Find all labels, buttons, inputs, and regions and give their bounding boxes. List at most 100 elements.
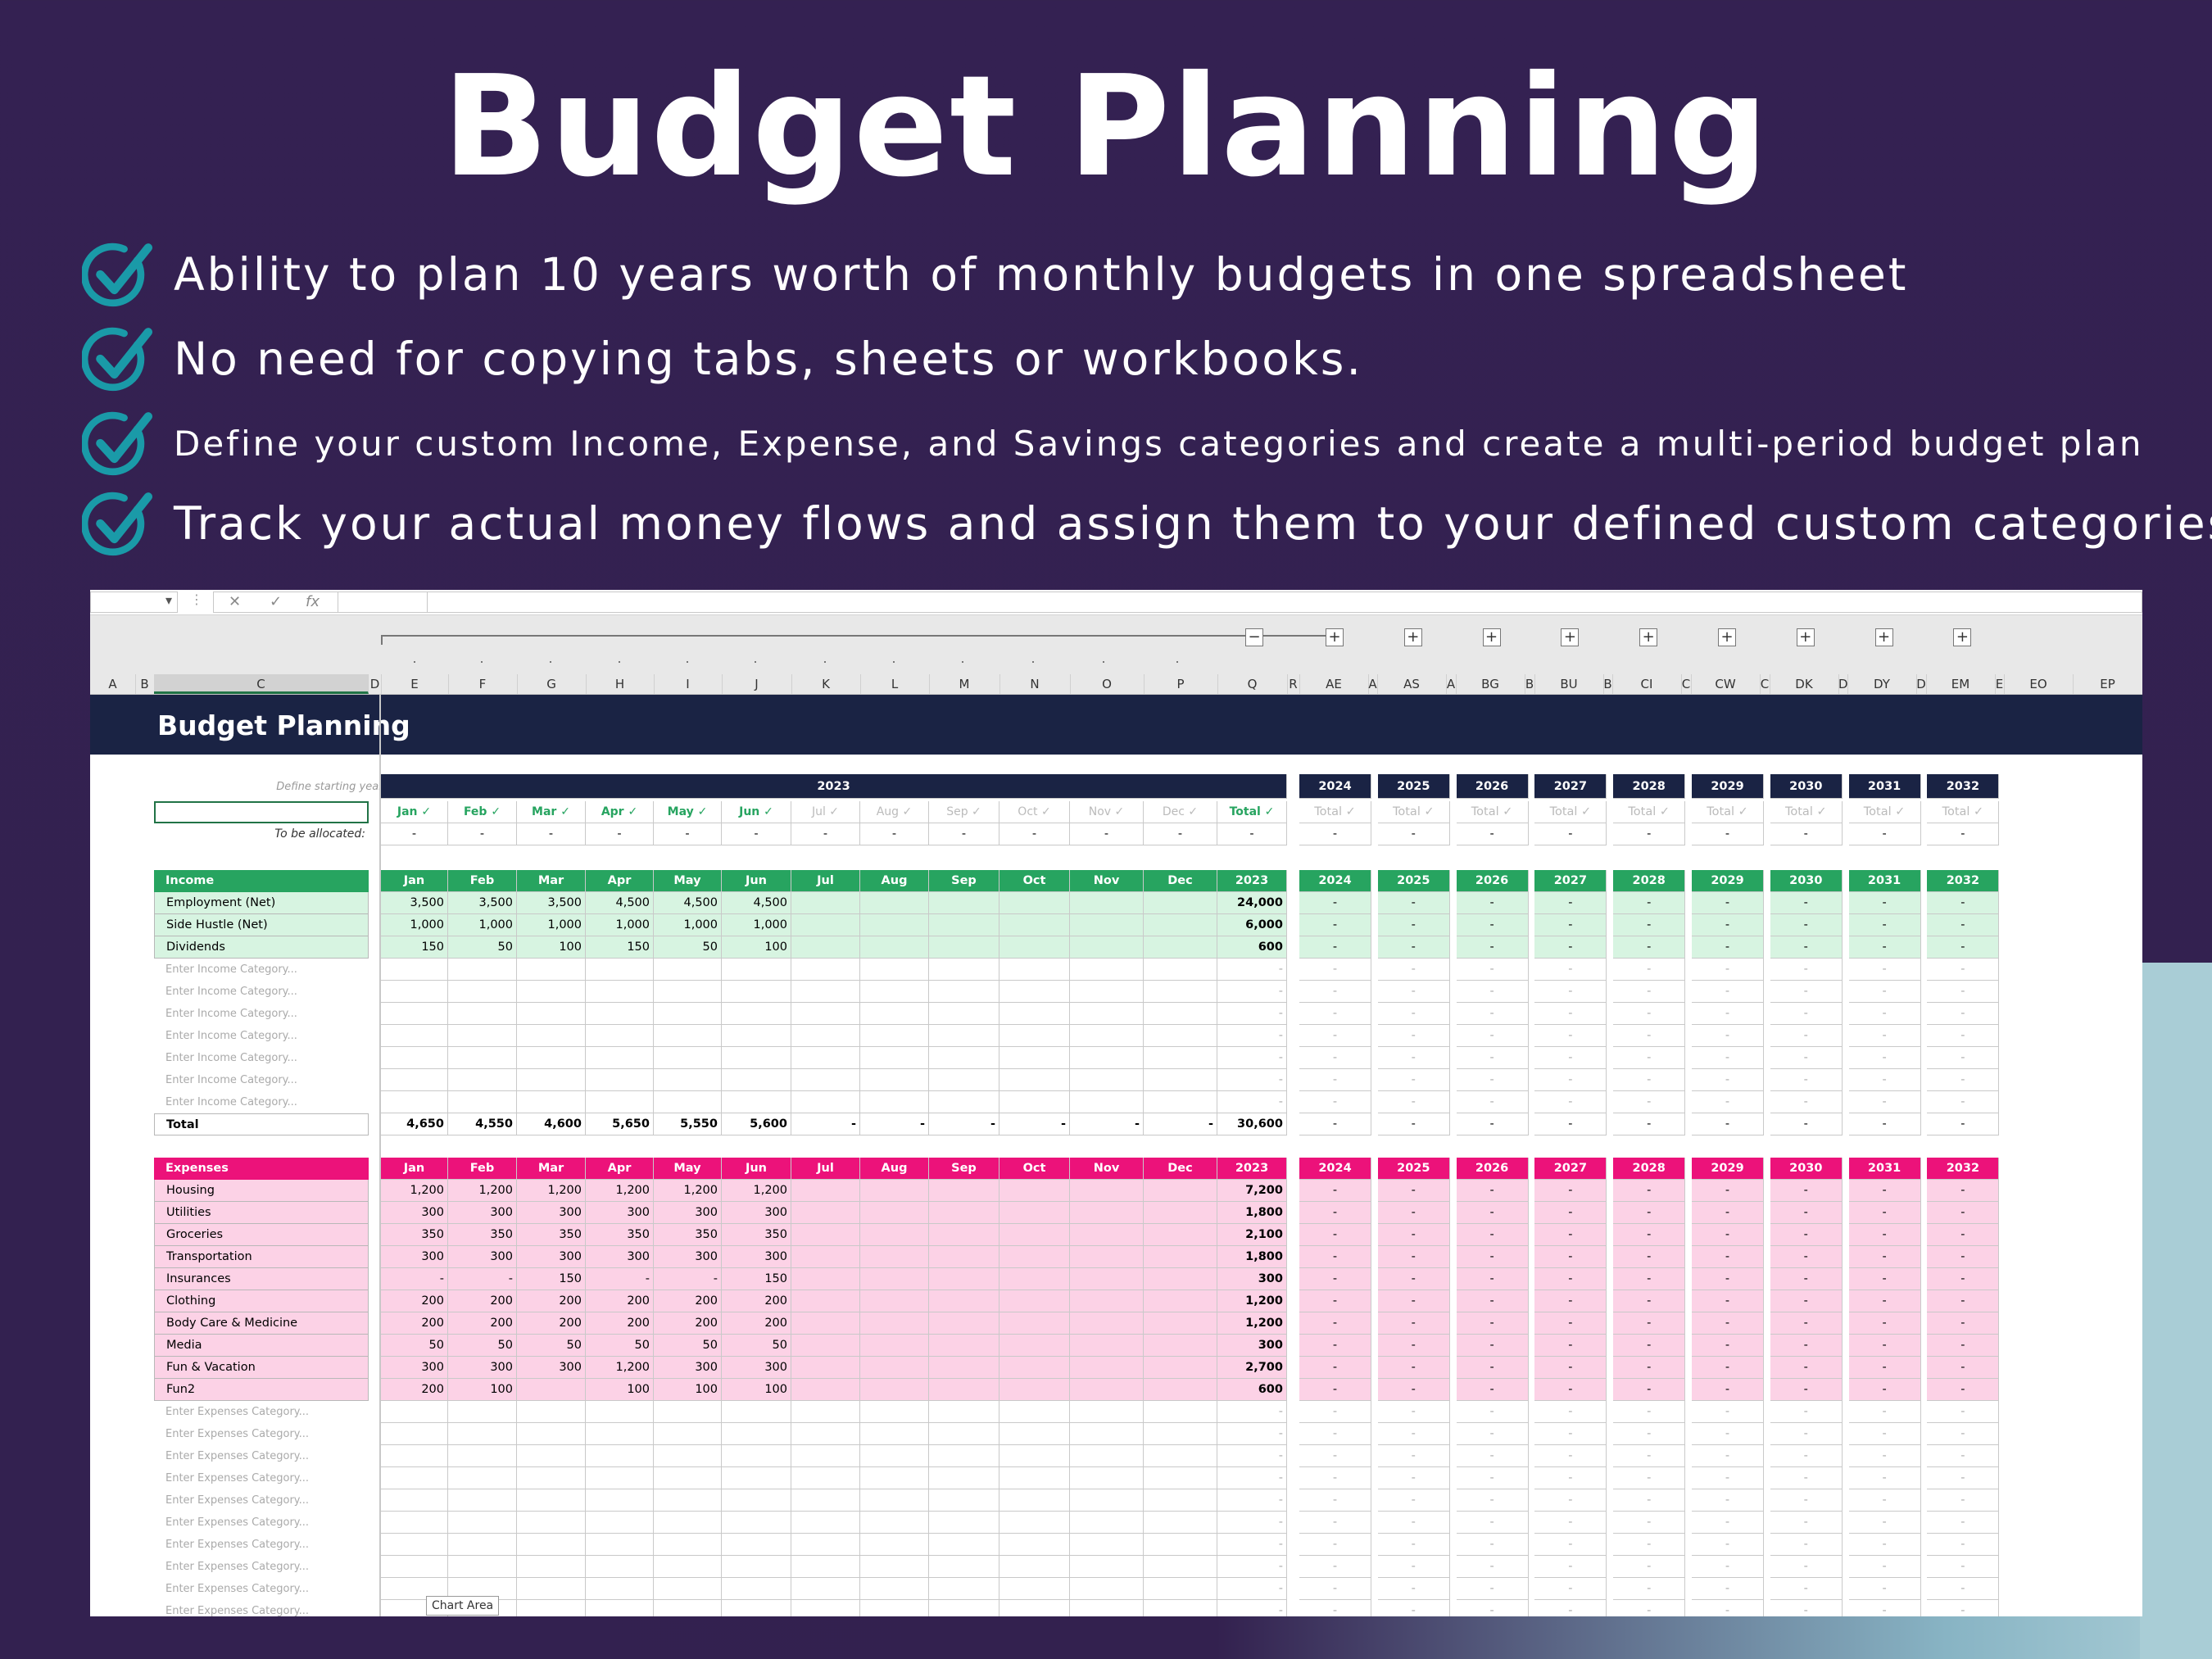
value-cell[interactable]: 300 xyxy=(448,1357,517,1379)
year-value-cell[interactable]: - xyxy=(1613,892,1686,914)
value-cell[interactable] xyxy=(448,1047,517,1069)
value-cell[interactable]: - xyxy=(1217,1401,1287,1423)
year-value-cell[interactable]: - xyxy=(1692,1357,1764,1379)
value-cell[interactable] xyxy=(860,1335,929,1357)
value-cell[interactable] xyxy=(791,892,860,914)
expenses-placeholder-label[interactable]: Enter Expenses Category... xyxy=(165,1539,310,1551)
value-cell[interactable]: 1,200 xyxy=(722,1180,791,1202)
year-value-cell[interactable]: - xyxy=(1692,892,1764,914)
year-value-cell[interactable]: - xyxy=(1770,1290,1843,1312)
year-value-cell[interactable]: - xyxy=(1299,1312,1371,1335)
expand-group-button[interactable]: + xyxy=(1953,628,1972,646)
year-value-cell[interactable]: - xyxy=(1613,1069,1686,1091)
year-value-cell[interactable]: - xyxy=(1927,1578,2000,1600)
value-cell[interactable]: 50 xyxy=(448,936,517,959)
year-value-cell[interactable]: - xyxy=(1456,1489,1529,1512)
year-value-cell[interactable]: - xyxy=(1534,936,1607,959)
expand-group-button[interactable]: + xyxy=(1482,628,1501,646)
column-header[interactable]: BG xyxy=(1456,674,1525,694)
income-placeholder-label[interactable]: Enter Income Category... xyxy=(165,1052,297,1064)
income-total-label[interactable]: Total xyxy=(154,1113,369,1135)
value-cell[interactable] xyxy=(791,959,860,981)
year-value-cell[interactable]: - xyxy=(1456,1224,1529,1246)
year-value-cell[interactable]: - xyxy=(1848,914,1921,936)
value-cell[interactable] xyxy=(929,981,999,1003)
value-cell[interactable] xyxy=(1070,1600,1144,1616)
value-cell[interactable] xyxy=(1144,1025,1217,1047)
year-value-cell[interactable]: - xyxy=(1770,1335,1843,1357)
value-cell[interactable] xyxy=(860,1512,929,1534)
column-header[interactable]: G xyxy=(517,674,587,694)
value-cell[interactable] xyxy=(999,1357,1070,1379)
year-value-cell[interactable]: - xyxy=(1692,1180,1764,1202)
value-cell[interactable] xyxy=(929,1423,999,1445)
value-cell[interactable]: 1,000 xyxy=(517,914,586,936)
value-cell[interactable] xyxy=(860,1600,929,1616)
year-value-cell[interactable]: - xyxy=(1377,981,1450,1003)
year-value-cell[interactable]: - xyxy=(1770,1357,1843,1379)
year-value-cell[interactable]: - xyxy=(1770,1578,1843,1600)
year-value-cell[interactable]: - xyxy=(1457,1600,1529,1616)
value-cell[interactable]: 300 xyxy=(517,1357,586,1379)
value-cell[interactable] xyxy=(860,1401,929,1423)
value-cell[interactable]: 1,200 xyxy=(1217,1312,1287,1335)
year-value-cell[interactable]: - xyxy=(1456,1556,1529,1578)
year-value-cell[interactable]: - xyxy=(1927,1290,2000,1312)
year-value-cell[interactable]: - xyxy=(1377,1091,1450,1113)
year-value-cell[interactable]: - xyxy=(1377,892,1450,914)
value-cell[interactable] xyxy=(999,1578,1070,1600)
value-cell[interactable] xyxy=(1144,1512,1217,1534)
value-cell[interactable] xyxy=(722,1069,791,1091)
year-value-cell[interactable]: - xyxy=(1613,1003,1686,1025)
year-value-cell[interactable]: - xyxy=(1770,1423,1843,1445)
value-cell[interactable]: 150 xyxy=(586,936,654,959)
year-value-cell[interactable]: - xyxy=(1377,1578,1450,1600)
value-cell[interactable] xyxy=(1070,1512,1144,1534)
value-cell[interactable]: - xyxy=(1217,1512,1287,1534)
column-header[interactable]: B xyxy=(1525,674,1535,694)
value-cell[interactable] xyxy=(999,1467,1070,1489)
value-cell[interactable] xyxy=(517,1091,586,1113)
year-value-cell[interactable]: - xyxy=(1692,1445,1764,1467)
value-cell[interactable]: 300 xyxy=(654,1357,722,1379)
value-cell[interactable]: 50 xyxy=(381,1335,448,1357)
year-value-cell[interactable]: - xyxy=(1299,1534,1371,1556)
expenses-category-label[interactable]: Fun2 xyxy=(154,1379,369,1401)
expenses-category-label[interactable]: Body Care & Medicine xyxy=(154,1312,369,1335)
value-cell[interactable] xyxy=(860,1180,929,1202)
value-cell[interactable]: 1,800 xyxy=(1217,1202,1287,1224)
value-cell[interactable]: 300 xyxy=(654,1246,722,1268)
value-cell[interactable] xyxy=(1070,914,1144,936)
value-cell[interactable]: 350 xyxy=(517,1224,586,1246)
column-header[interactable]: D xyxy=(1916,674,1927,694)
value-cell[interactable] xyxy=(722,1512,791,1534)
year-value-cell[interactable]: - xyxy=(1848,1467,1921,1489)
year-value-cell[interactable]: - xyxy=(1299,981,1371,1003)
value-cell[interactable] xyxy=(517,1047,586,1069)
value-cell[interactable] xyxy=(381,1069,448,1091)
year-value-cell[interactable]: - xyxy=(1770,959,1843,981)
value-cell[interactable]: - xyxy=(586,1268,654,1290)
value-cell[interactable] xyxy=(517,1401,586,1423)
year-value-cell[interactable]: - xyxy=(1534,1512,1607,1534)
year-value-cell[interactable]: - xyxy=(1692,1025,1764,1047)
value-cell[interactable]: 3,500 xyxy=(448,892,517,914)
value-cell[interactable] xyxy=(722,1445,791,1467)
income-placeholder-label[interactable]: Enter Income Category... xyxy=(165,1008,297,1020)
value-cell[interactable]: 1,200 xyxy=(448,1180,517,1202)
value-cell[interactable]: - xyxy=(1217,1556,1287,1578)
year-value-cell[interactable]: - xyxy=(1456,1180,1529,1202)
year-value-cell[interactable]: - xyxy=(1299,1246,1371,1268)
value-cell[interactable] xyxy=(381,1047,448,1069)
value-cell[interactable] xyxy=(722,1401,791,1423)
value-cell[interactable] xyxy=(1144,959,1217,981)
year-value-cell[interactable]: - xyxy=(1377,1423,1450,1445)
value-cell[interactable]: 300 xyxy=(722,1202,791,1224)
year-value-cell[interactable]: - xyxy=(1456,1003,1529,1025)
value-cell[interactable] xyxy=(999,1556,1070,1578)
column-header[interactable]: BU xyxy=(1534,674,1604,694)
year-value-cell[interactable]: - xyxy=(1848,1091,1921,1113)
value-cell[interactable] xyxy=(586,1512,654,1534)
value-cell[interactable] xyxy=(791,1379,860,1401)
column-header[interactable]: C xyxy=(1681,674,1692,694)
